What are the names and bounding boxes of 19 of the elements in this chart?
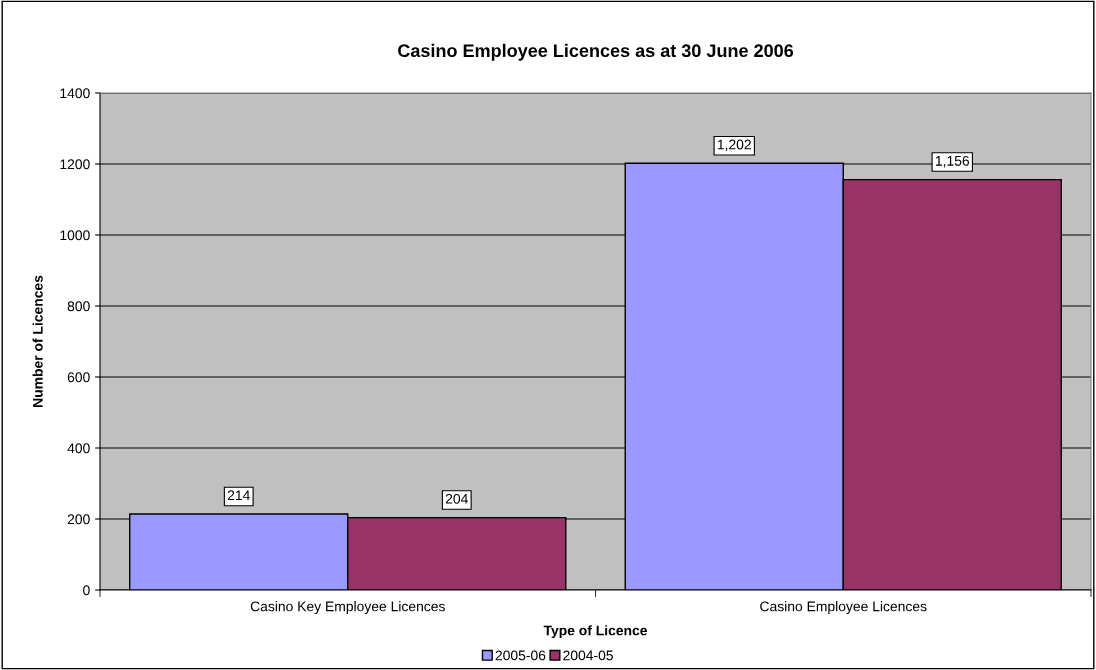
chart-title: Casino Employee Licences as at 30 June 2006 [398, 43, 794, 61]
legend-label: 2005-06 [495, 650, 546, 661]
data-label: 204 [445, 493, 468, 504]
data-label: 1,156 [935, 155, 970, 168]
x-axis-title: Type of Licence [543, 625, 647, 639]
data-label: 1,202 [717, 139, 751, 152]
y-tick-label: 0 [83, 585, 90, 596]
y-tick-label: 1200 [60, 159, 90, 170]
y-tick-label: 800 [67, 301, 90, 312]
x-tick-label: Casino Key Employee Licences [250, 601, 445, 615]
legend-label: 2004-05 [563, 650, 613, 661]
y-tick-label: 1400 [60, 88, 90, 99]
y-tick-label: 400 [67, 443, 90, 454]
y-tick-label: 200 [67, 514, 90, 525]
y-tick-label: 1000 [60, 230, 90, 241]
y-tick-label: 600 [67, 372, 90, 383]
x-tick-label: Casino Employee Licences [760, 601, 927, 615]
y-axis-title: Number of Licences [32, 275, 43, 407]
data-label: 214 [227, 490, 250, 501]
